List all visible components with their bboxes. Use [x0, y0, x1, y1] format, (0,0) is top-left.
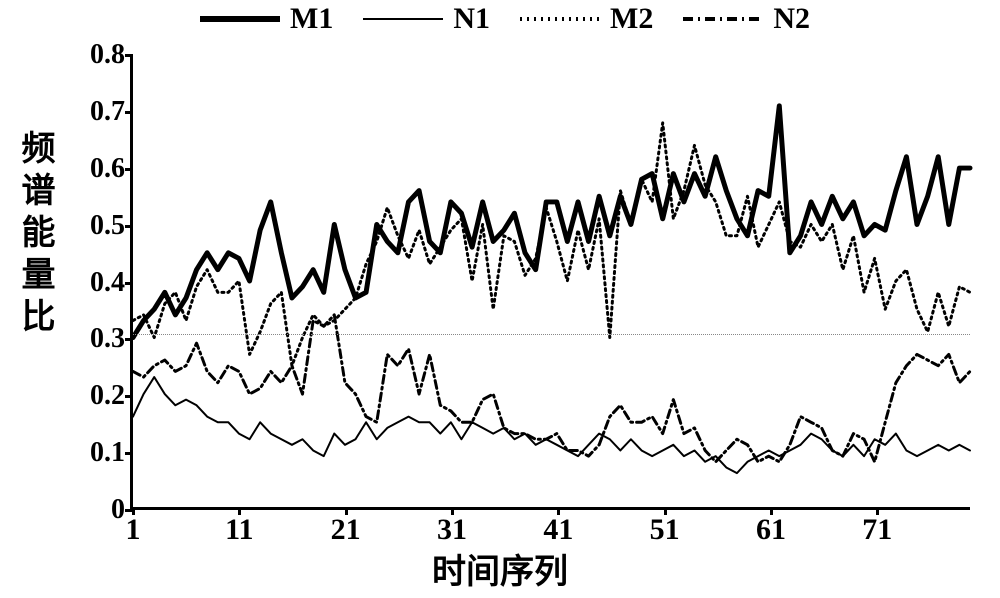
y-tick-mark: [125, 54, 133, 57]
legend-swatch-m1: [200, 4, 280, 34]
legend-swatch-m2: [520, 4, 600, 34]
legend-item-n2: N2: [683, 2, 810, 36]
chart-container: M1 N1 M2 N2 频谱能量比 时间序列 00.10.20.30.40.50…: [0, 0, 1000, 598]
series-line-m1: [133, 106, 970, 338]
y-tick-mark: [125, 338, 133, 341]
x-tick-mark: [345, 507, 348, 515]
x-tick-mark: [770, 507, 773, 515]
x-tick-mark: [664, 507, 667, 515]
y-tick-mark: [125, 111, 133, 114]
y-tick-mark: [125, 395, 133, 398]
y-tick-label: 0.4: [73, 267, 133, 299]
plot-area: 00.10.20.30.40.50.60.70.8111213141516171: [130, 55, 970, 510]
y-tick-label: 0.1: [73, 437, 133, 469]
legend: M1 N1 M2 N2: [200, 2, 810, 36]
y-tick-label: 0.5: [73, 210, 133, 242]
legend-label-m1: M1: [290, 2, 333, 36]
legend-label-n2: N2: [773, 2, 810, 36]
x-tick-mark: [557, 507, 560, 515]
legend-item-n1: N1: [363, 2, 490, 36]
y-tick-label: 0.2: [73, 380, 133, 412]
y-tick-label: 0.7: [73, 96, 133, 128]
x-tick-mark: [132, 507, 135, 515]
legend-label-m2: M2: [610, 2, 653, 36]
y-tick-mark: [125, 225, 133, 228]
reference-line: [133, 334, 970, 335]
series-line-n1: [133, 377, 970, 473]
y-tick-label: 0: [73, 494, 133, 526]
y-tick-mark: [125, 168, 133, 171]
x-tick-mark: [876, 507, 879, 515]
legend-swatch-n1: [363, 4, 443, 34]
x-tick-mark: [238, 507, 241, 515]
legend-item-m1: M1: [200, 2, 333, 36]
y-tick-label: 0.3: [73, 323, 133, 355]
lines-svg: [133, 55, 970, 507]
x-tick-mark: [451, 507, 454, 515]
legend-swatch-n2: [683, 4, 763, 34]
legend-item-m2: M2: [520, 2, 653, 36]
y-tick-label: 0.6: [73, 153, 133, 185]
y-tick-mark: [125, 282, 133, 285]
y-tick-label: 0.8: [73, 39, 133, 71]
x-axis-label: 时间序列: [0, 544, 1000, 593]
legend-label-n1: N1: [453, 2, 490, 36]
y-axis-label: 频谱能量比: [10, 130, 59, 340]
y-tick-mark: [125, 452, 133, 455]
